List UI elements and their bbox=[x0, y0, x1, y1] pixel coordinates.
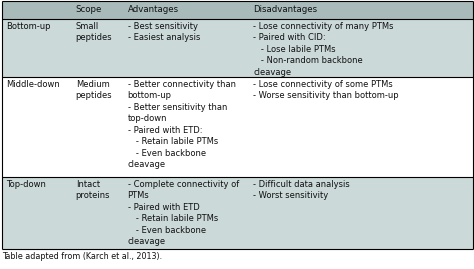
Text: - Best sensitivity
- Easiest analysis: - Best sensitivity - Easiest analysis bbox=[128, 22, 200, 43]
Text: - Lose connectivity of many PTMs
- Paired with CID:
   - Lose labile PTMs
   - N: - Lose connectivity of many PTMs - Paire… bbox=[253, 22, 394, 77]
Text: - Difficult data analysis
- Worst sensitivity: - Difficult data analysis - Worst sensit… bbox=[253, 180, 350, 200]
Text: Disadvantages: Disadvantages bbox=[253, 5, 318, 15]
Text: Middle-down: Middle-down bbox=[6, 80, 60, 89]
Text: Top-down: Top-down bbox=[6, 180, 46, 189]
Bar bbox=[2, 77, 473, 177]
Text: Intact
proteins: Intact proteins bbox=[76, 180, 110, 200]
Bar bbox=[2, 1, 473, 19]
Bar bbox=[2, 19, 473, 77]
Text: Advantages: Advantages bbox=[128, 5, 179, 15]
Text: Scope: Scope bbox=[76, 5, 102, 15]
Text: - Better connectivity than
bottom-up
- Better sensitivity than
top-down
- Paired: - Better connectivity than bottom-up - B… bbox=[128, 80, 236, 169]
Text: - Complete connectivity of
PTMs
- Paired with ETD
   - Retain labile PTMs
   - E: - Complete connectivity of PTMs - Paired… bbox=[128, 180, 239, 246]
Text: - Lose connectivity of some PTMs
- Worse sensitivity than bottom-up: - Lose connectivity of some PTMs - Worse… bbox=[253, 80, 399, 100]
Text: Medium
peptides: Medium peptides bbox=[76, 80, 112, 100]
Text: Bottom-up: Bottom-up bbox=[6, 22, 51, 31]
Text: Small
peptides: Small peptides bbox=[76, 22, 112, 43]
Text: Table adapted from (Karch et al., 2013).: Table adapted from (Karch et al., 2013). bbox=[2, 252, 162, 261]
Bar bbox=[2, 177, 473, 249]
